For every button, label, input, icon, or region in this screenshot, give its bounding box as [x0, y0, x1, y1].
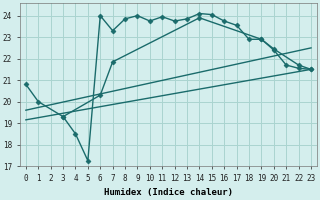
X-axis label: Humidex (Indice chaleur): Humidex (Indice chaleur): [104, 188, 233, 197]
